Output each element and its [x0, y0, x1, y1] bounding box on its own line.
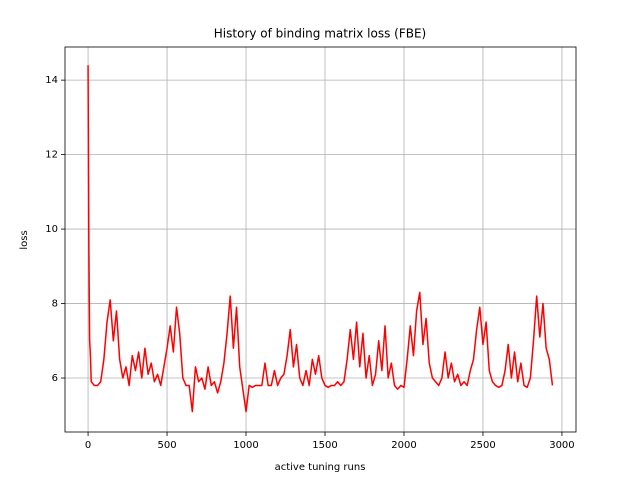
plot-frame — [64, 46, 577, 433]
x-tick-label: 1000 — [233, 440, 258, 451]
x-tick-label: 3000 — [549, 440, 574, 451]
data-line — [87, 65, 554, 413]
y-tick-label: 8 — [52, 299, 58, 310]
chart-title: History of binding matrix loss (FBE) — [214, 27, 426, 41]
x-tick-label: 0 — [85, 440, 91, 451]
x-tick-label: 2500 — [470, 440, 495, 451]
x-tick-label: 500 — [157, 440, 176, 451]
y-axis-label: loss — [19, 230, 30, 249]
y-tick-label: 6 — [52, 373, 58, 384]
x-tick-label: 1500 — [312, 440, 337, 451]
y-tick-label: 14 — [45, 75, 58, 86]
x-axis-label: active tuning runs — [275, 462, 366, 473]
y-tick-label: 10 — [45, 224, 58, 235]
y-tick-label: 12 — [45, 150, 58, 161]
x-tick-label: 2000 — [391, 440, 416, 451]
